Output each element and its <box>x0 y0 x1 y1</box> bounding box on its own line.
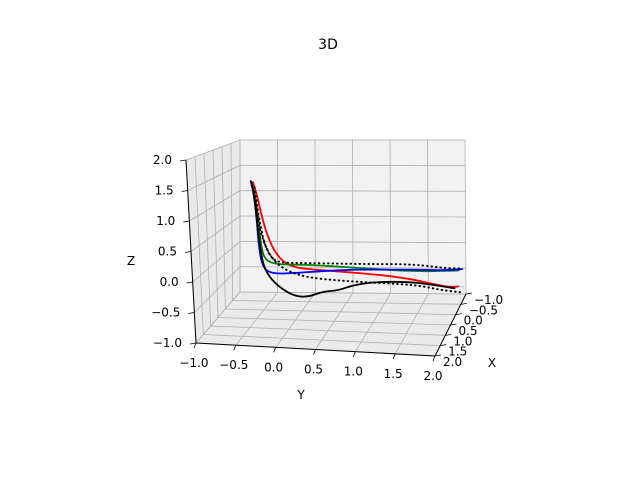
y-tick-label: −0.5 <box>219 358 248 372</box>
y-tick-label: −1.0 <box>179 356 208 370</box>
chart-title: 3D <box>318 37 338 53</box>
x-tick-label: −1.0 <box>474 293 503 307</box>
y-tick-label: 0.5 <box>304 363 323 377</box>
z-tick-label: −1.0 <box>153 336 182 350</box>
z-tick-label: 2.0 <box>153 153 172 167</box>
y-axis-label: Y <box>296 388 305 402</box>
z-tick-label: 0.0 <box>160 275 179 289</box>
tick-z <box>183 221 189 222</box>
z-tick-labels: −1.0 −0.5 0.0 0.5 1.0 1.5 2.0 <box>151 153 182 350</box>
y-tick-label: 1.0 <box>344 365 363 379</box>
tick-y <box>234 345 236 350</box>
tick-y <box>433 356 435 361</box>
tick-z <box>188 313 194 314</box>
x-axis-label: X <box>488 356 496 370</box>
z-tick-label: −0.5 <box>151 306 180 320</box>
tick-y <box>393 354 395 359</box>
tick-x <box>466 293 472 294</box>
tick-y <box>274 347 276 352</box>
y-tick-labels: −1.0 −0.5 0.0 0.5 1.0 1.5 2.0 <box>179 356 442 383</box>
z-axis-label: Z <box>127 254 135 268</box>
z-tick-label: 1.5 <box>155 184 174 198</box>
tick-y <box>194 343 196 348</box>
tick-y <box>353 352 355 357</box>
tick-z <box>190 343 196 344</box>
y-tick-label: 1.5 <box>384 367 403 381</box>
tick-z <box>182 191 188 192</box>
y-tick-label: 2.0 <box>423 369 442 383</box>
tick-z <box>185 252 191 253</box>
tick-z <box>187 282 193 283</box>
z-tick-label: 0.5 <box>158 245 177 259</box>
tick-z <box>180 160 186 161</box>
z-tick-label: 1.0 <box>156 214 175 228</box>
tick-y <box>314 350 316 355</box>
y-tick-label: 0.0 <box>264 360 283 374</box>
